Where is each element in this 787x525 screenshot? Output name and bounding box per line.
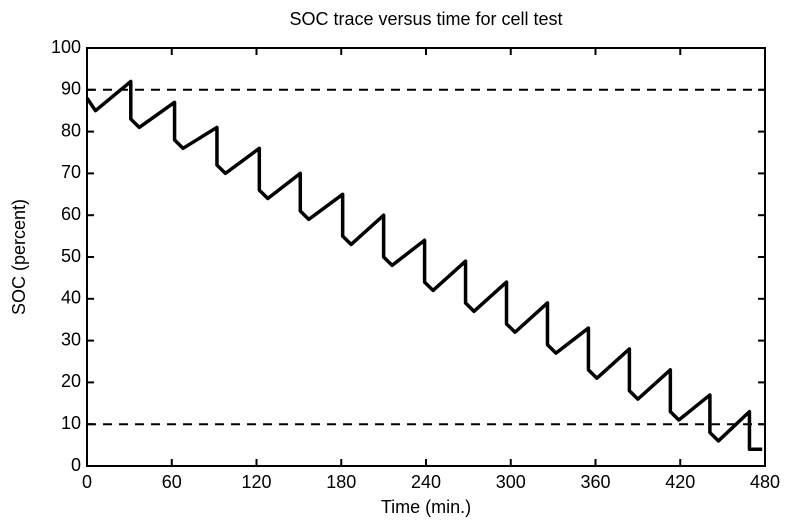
y-axis-label: SOC (percent) xyxy=(9,199,29,315)
x-tick-label: 0 xyxy=(82,472,92,492)
y-tick-label: 10 xyxy=(61,413,81,433)
x-tick-label: 180 xyxy=(326,472,356,492)
y-tick-label: 70 xyxy=(61,162,81,182)
y-tick-label: 60 xyxy=(61,204,81,224)
y-tick-label: 50 xyxy=(61,246,81,266)
y-tick-label: 100 xyxy=(51,37,81,57)
x-tick-label: 480 xyxy=(750,472,780,492)
x-tick-label: 240 xyxy=(411,472,441,492)
y-tick-label: 30 xyxy=(61,329,81,349)
y-tick-label: 40 xyxy=(61,288,81,308)
y-tick-label: 20 xyxy=(61,371,81,391)
y-tick-label: 0 xyxy=(71,455,81,475)
data-line xyxy=(85,79,763,452)
y-tick-label: 80 xyxy=(61,120,81,140)
x-tick-label: 60 xyxy=(162,472,182,492)
x-tick-label: 420 xyxy=(665,472,695,492)
x-axis-label: Time (min.) xyxy=(381,497,471,517)
y-tick-label: 90 xyxy=(61,79,81,99)
x-tick-label: 360 xyxy=(580,472,610,492)
x-tick-label: 300 xyxy=(496,472,526,492)
x-tick-label: 120 xyxy=(241,472,271,492)
chart-title: SOC trace versus time for cell test xyxy=(289,9,562,29)
